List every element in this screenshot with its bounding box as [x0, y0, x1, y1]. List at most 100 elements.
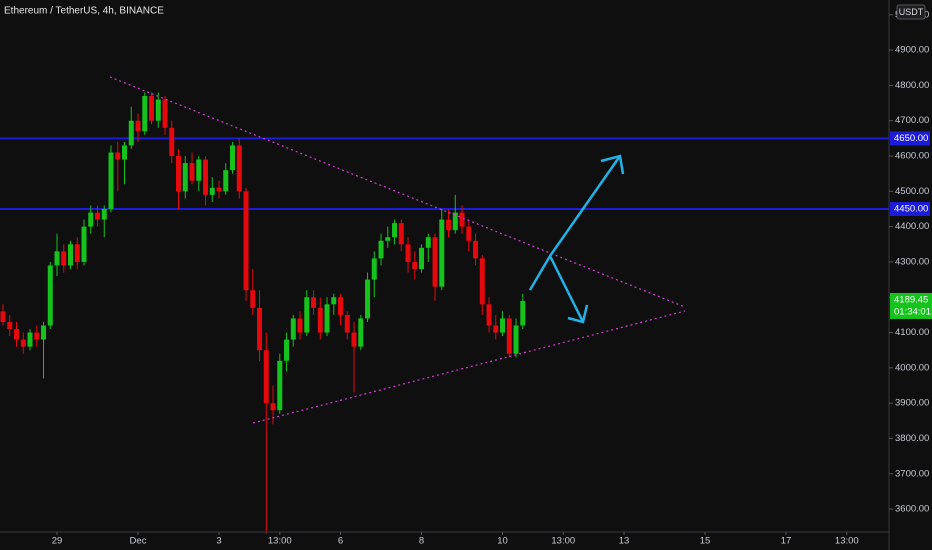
candle-body — [459, 212, 465, 227]
trend-line — [109, 76, 686, 308]
candle-body — [284, 339, 290, 361]
candle-body — [452, 212, 458, 231]
level-label-box — [890, 201, 930, 216]
candle-body — [149, 96, 155, 121]
y-tick-label: 4400.00 — [895, 221, 929, 232]
candle-body — [365, 279, 371, 319]
trend-line — [252, 310, 686, 424]
candle-body — [520, 300, 526, 326]
candle-body — [263, 350, 269, 404]
candle-body — [243, 191, 249, 291]
candle-body — [486, 304, 492, 326]
candle-body — [317, 307, 323, 333]
candle-body — [338, 297, 344, 315]
candle-body — [209, 187, 215, 195]
y-tick-label: 4600.00 — [895, 151, 929, 162]
level-label: 4650.00 — [894, 133, 928, 144]
annotations — [109, 76, 686, 424]
candle-body — [506, 318, 512, 354]
y-tick-label: 4000.00 — [895, 362, 929, 373]
x-tick-label: 17 — [781, 536, 792, 547]
candle-body — [142, 96, 148, 132]
candle-body — [398, 223, 404, 245]
candle-body — [371, 258, 377, 280]
y-tick-label: 4700.00 — [895, 115, 929, 126]
candle-body — [41, 325, 47, 340]
candle-body — [432, 237, 438, 287]
candle-body — [27, 332, 33, 347]
level-label-box — [890, 131, 930, 146]
candle-body — [7, 321, 13, 330]
candle-body — [446, 219, 452, 231]
candle-body — [297, 318, 303, 333]
candle-body — [182, 163, 188, 192]
candle-body — [236, 145, 242, 192]
x-tick-label: 3 — [216, 536, 221, 547]
candle-body — [14, 329, 20, 340]
x-tick-label: 13 — [619, 536, 630, 547]
candle-body — [331, 297, 337, 305]
x-tick-label: Dec — [130, 536, 147, 547]
arrow-head — [567, 304, 589, 324]
candle-body — [101, 208, 107, 220]
candle-body — [115, 152, 121, 160]
last-price: 4189.45 — [894, 294, 928, 305]
candle-body — [216, 187, 222, 192]
candle-body — [128, 120, 134, 146]
y-tick-label: 4300.00 — [895, 256, 929, 267]
candle-body — [270, 403, 276, 411]
candle-body — [378, 240, 384, 259]
candle-body — [189, 163, 195, 181]
candle-body — [162, 99, 168, 128]
candle-body — [405, 244, 411, 262]
y-tick-label: 4800.00 — [895, 80, 929, 91]
candle-body — [54, 251, 60, 266]
candle-body — [108, 152, 114, 209]
last-price-box — [890, 292, 932, 319]
candle-body — [304, 297, 310, 333]
level-label: 4450.00 — [894, 204, 928, 215]
candle-body — [34, 332, 40, 340]
y-tick-label: 4100.00 — [895, 327, 929, 338]
candle-body — [68, 244, 74, 266]
candle-body — [169, 127, 175, 157]
candle-body — [412, 261, 418, 270]
candle-body — [466, 226, 472, 241]
x-tick-label: 13:00 — [551, 536, 575, 547]
candle-body — [0, 311, 6, 322]
y-tick-label: 3900.00 — [895, 398, 929, 409]
x-tick-label: 8 — [419, 536, 424, 547]
y-tick-label: 3800.00 — [895, 433, 929, 444]
candle-body — [250, 290, 256, 308]
candle-body — [122, 145, 128, 160]
currency-badge — [896, 4, 926, 20]
candle-body — [61, 251, 67, 266]
x-tick-label: 29 — [52, 536, 63, 547]
candle-body — [74, 244, 80, 262]
candle-body — [47, 265, 53, 326]
x-tick-label: 6 — [338, 536, 343, 547]
candle-body — [81, 226, 87, 262]
candle-body — [196, 159, 202, 181]
candle-body — [257, 307, 263, 351]
candle-body — [358, 318, 364, 347]
candle-body — [513, 325, 519, 354]
chart-title: Ethereum / TetherUS, 4h, BINANCE — [4, 6, 164, 17]
arrow-head — [600, 154, 625, 175]
candle-body — [439, 219, 445, 287]
candle-body — [311, 297, 317, 308]
candle-body — [385, 237, 391, 241]
y-tick-label: 3600.00 — [895, 504, 929, 515]
candle-body — [493, 325, 499, 333]
candle-body — [95, 212, 101, 220]
x-tick-label: 13:00 — [268, 536, 292, 547]
candle-body — [425, 237, 431, 248]
candle-body — [176, 156, 182, 192]
candle-body — [290, 318, 296, 340]
candle-body — [277, 360, 283, 411]
y-tick-label: 3700.00 — [895, 468, 929, 479]
y-tick-label: 4500.00 — [895, 186, 929, 197]
candle-body — [479, 258, 485, 305]
